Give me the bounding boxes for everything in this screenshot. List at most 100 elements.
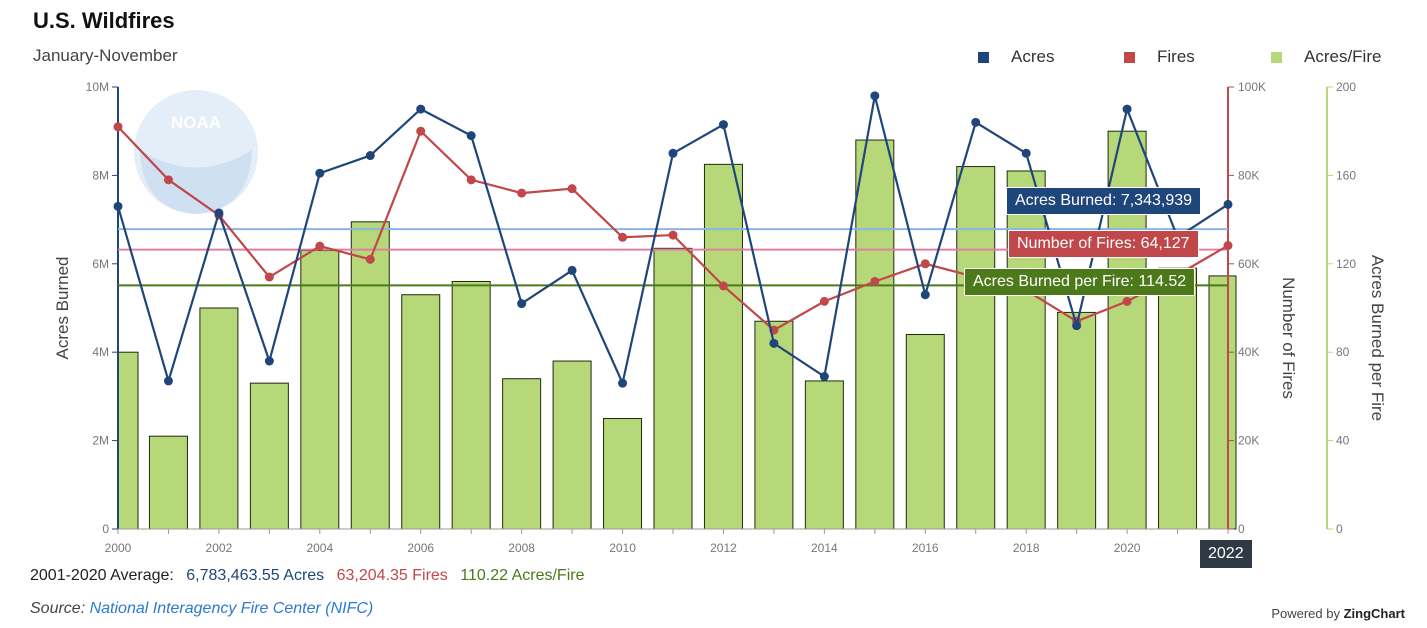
- x-tick-label: 2014: [811, 541, 838, 555]
- x-tick-label: 2004: [306, 541, 333, 555]
- legend-label-ratio: Acres/Fire: [1304, 47, 1382, 66]
- chart-subtitle: January-November: [33, 46, 178, 65]
- bar-acres-per-fire: [1057, 311, 1097, 530]
- data-point-acres: [870, 91, 880, 101]
- average-ratio: 110.22 Acres/Fire: [460, 567, 585, 584]
- bar-acres-per-fire: [653, 247, 693, 530]
- bar-acres-per-fire: [148, 435, 188, 530]
- data-point-fires: [517, 188, 527, 198]
- y-tick-label-left: 0: [102, 522, 109, 536]
- data-point-acres: [264, 356, 274, 366]
- data-point-acres: [113, 201, 123, 211]
- bar-acres-per-fire: [199, 307, 239, 530]
- powered-prefix: Powered by: [1271, 606, 1340, 621]
- data-point-acres: [567, 265, 577, 275]
- bar-acres-per-fire: [1006, 170, 1046, 530]
- y-tick-label-right: 20K: [1238, 434, 1259, 448]
- data-point-fires: [1223, 241, 1233, 251]
- y-tick-label-right: 60K: [1238, 257, 1259, 271]
- data-point-fires: [466, 175, 476, 185]
- tooltip-fires: Number of Fires: 64,127: [1008, 230, 1199, 258]
- y-tick-label-right: 40K: [1238, 345, 1259, 359]
- average-acres: 6,783,463.55 Acres: [186, 567, 325, 584]
- data-point-acres: [163, 376, 173, 386]
- data-point-fires: [718, 281, 728, 291]
- tooltip-acres: Acres Burned: 7,343,939: [1006, 187, 1202, 215]
- y-tick-label-left: 2M: [92, 434, 109, 448]
- data-point-fires: [819, 296, 829, 306]
- legend-item-ratio[interactable]: Acres/Fire: [1271, 47, 1381, 67]
- bar-acres-per-fire: [1158, 267, 1198, 530]
- x-tick-label: 2000: [105, 541, 132, 555]
- y-tick-label-right2: 40: [1336, 434, 1350, 448]
- chart-title: U.S. Wildfires: [33, 8, 175, 33]
- x-tick-label: 2008: [508, 541, 535, 555]
- x-tick-label: 2006: [407, 541, 434, 555]
- data-point-acres: [416, 104, 426, 114]
- bar-acres-per-fire: [804, 380, 844, 530]
- bar-acres-per-fire: [117, 351, 139, 530]
- bar-acres-per-fire: [350, 221, 390, 530]
- data-point-fires: [618, 232, 628, 242]
- bar-acres-per-fire: [603, 418, 643, 530]
- y-tick-label-left: 4M: [92, 345, 109, 359]
- x-tick-label: 2012: [710, 541, 737, 555]
- x-tick-label: 2016: [912, 541, 939, 555]
- y-tick-label-right2: 120: [1336, 257, 1356, 271]
- y-axis-title-right: Number of Fires: [1279, 277, 1298, 399]
- powered-brand: ZingChart: [1343, 606, 1405, 621]
- legend-label-acres: Acres: [1011, 47, 1055, 66]
- y-tick-label-right2: 160: [1336, 168, 1356, 182]
- data-point-acres: [365, 151, 375, 161]
- legend-item-acres[interactable]: Acres: [978, 47, 1054, 67]
- x-tick-label: 2010: [609, 541, 636, 555]
- y-tick-label-right2: 200: [1336, 80, 1356, 94]
- x-tick-label: 2018: [1013, 541, 1040, 555]
- powered-by[interactable]: Powered by ZingChart: [1271, 606, 1405, 621]
- legend-item-fires[interactable]: Fires: [1124, 47, 1195, 67]
- ratio-legend-marker: [1271, 51, 1282, 63]
- data-point-fires: [870, 276, 880, 286]
- bar-acres-per-fire: [552, 360, 592, 530]
- y-tick-label-left: 6M: [92, 257, 109, 271]
- bar-acres-per-fire: [451, 280, 491, 530]
- source-prefix: Source:: [30, 600, 86, 617]
- bar-acres-per-fire: [249, 382, 289, 530]
- data-point-acres: [819, 372, 829, 382]
- y-tick-label-right: 0: [1238, 522, 1245, 536]
- source-note: Source: National Interagency Fire Center…: [30, 600, 373, 618]
- data-point-acres: [1122, 104, 1132, 114]
- bar-acres-per-fire: [300, 250, 340, 530]
- bar-acres-per-fire: [855, 139, 895, 530]
- data-point-fires: [668, 230, 678, 240]
- data-point-acres: [214, 208, 224, 218]
- data-point-fires: [365, 254, 375, 264]
- data-point-acres: [1021, 148, 1031, 158]
- tooltip-ratio: Acres Burned per Fire: 114.52: [964, 268, 1196, 296]
- y-tick-label-left: 10M: [86, 80, 109, 94]
- data-point-fires: [416, 126, 426, 136]
- noaa-logo-text: NOAA: [171, 113, 221, 132]
- data-point-acres: [668, 148, 678, 158]
- data-point-acres: [517, 299, 527, 309]
- acres-legend-marker: [978, 51, 989, 63]
- bar-acres-per-fire: [956, 166, 996, 530]
- noaa-logo-wave: [140, 150, 252, 214]
- data-point-acres: [315, 168, 325, 178]
- data-point-acres: [466, 131, 476, 141]
- data-point-fires: [1122, 296, 1132, 306]
- bar-acres-per-fire: [754, 320, 794, 530]
- data-point-fires: [920, 259, 930, 269]
- y-tick-label-right: 100K: [1238, 80, 1266, 94]
- bar-acres-per-fire: [703, 163, 743, 530]
- bar-acres-per-fire: [502, 378, 542, 530]
- bar-acres-per-fire: [1208, 275, 1237, 530]
- y-axis-title-left: Acres Burned: [53, 257, 72, 360]
- data-point-acres: [920, 290, 930, 300]
- source-link[interactable]: National Interagency Fire Center (NIFC): [89, 600, 374, 617]
- data-point-acres: [1223, 199, 1233, 209]
- data-point-fires: [113, 122, 123, 132]
- data-point-acres: [618, 378, 628, 388]
- y-axis-title-right2: Acres Burned per Fire: [1368, 255, 1387, 421]
